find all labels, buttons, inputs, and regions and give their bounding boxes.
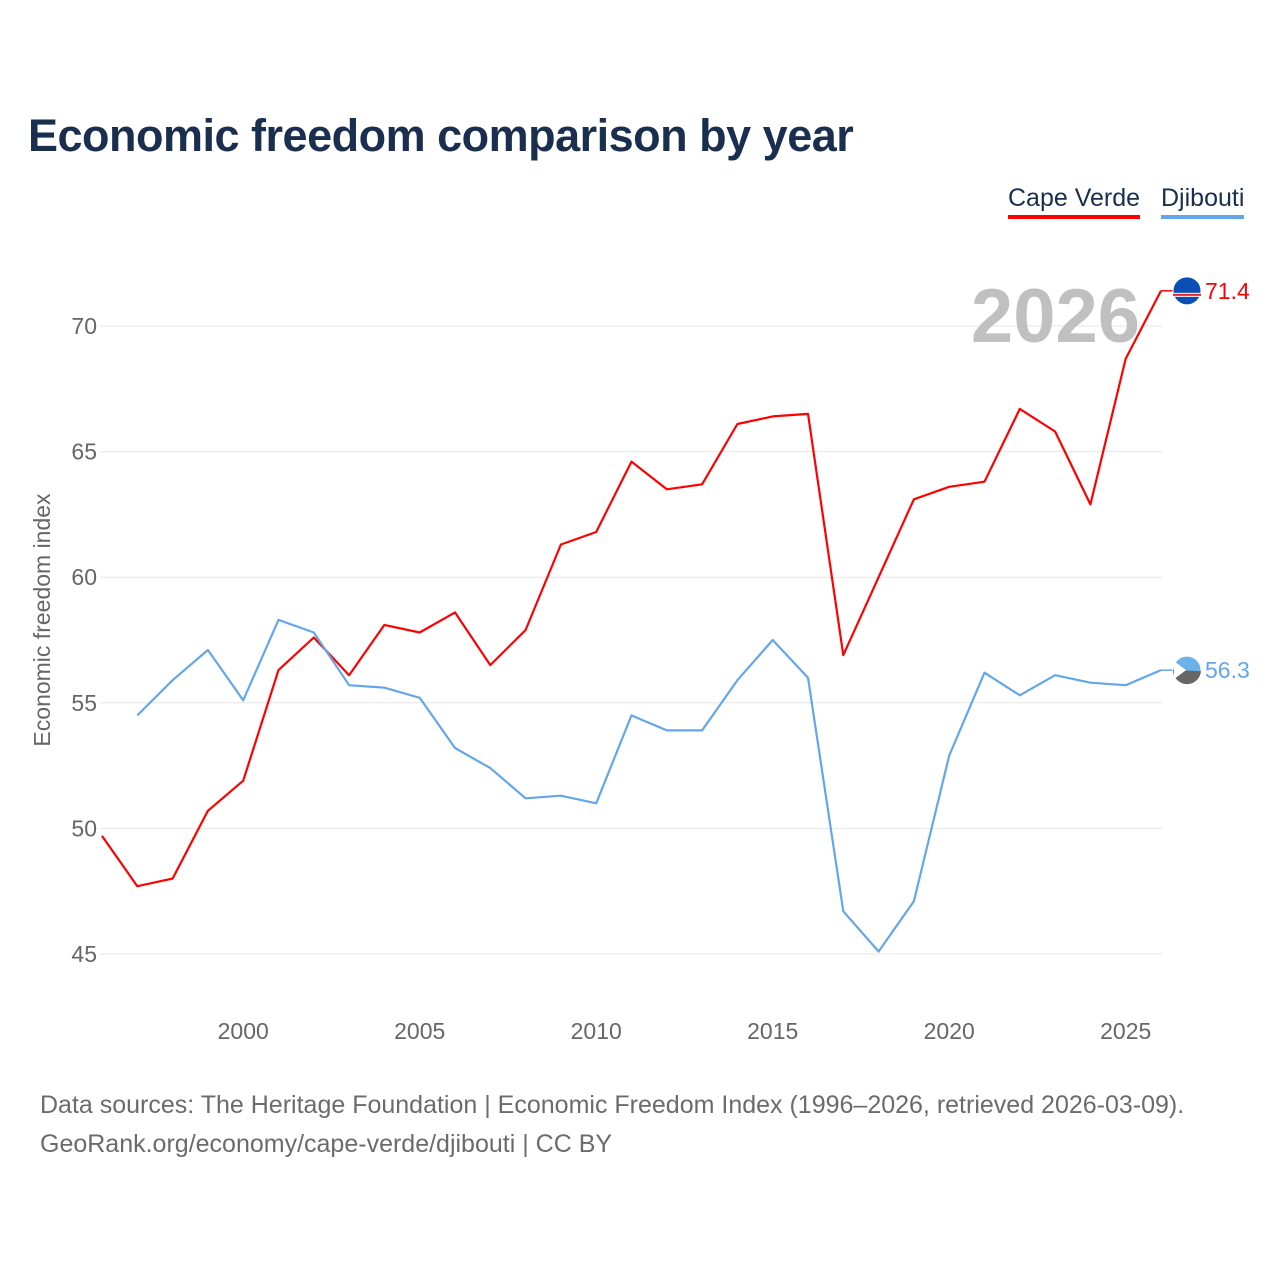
legend-djibouti[interactable]: Djibouti: [1161, 184, 1245, 219]
y-tick-label: 60: [71, 564, 97, 590]
y-axis-label: Economic freedom index: [29, 493, 55, 747]
footer-sources: Data sources: The Heritage Foundation | …: [40, 1091, 1185, 1119]
y-tick-label: 50: [71, 815, 97, 841]
x-tick-label: 2005: [394, 1018, 445, 1044]
x-tick-label: 2025: [1100, 1018, 1151, 1044]
x-tick-label: 2000: [218, 1018, 269, 1044]
footer: Data sources: The Heritage Foundation | …: [40, 1086, 1184, 1164]
end-value-label: 71.4: [1205, 278, 1250, 304]
x-tick-label: 2020: [924, 1018, 975, 1044]
y-tick-label: 55: [71, 690, 97, 716]
y-tick-label: 45: [71, 941, 97, 967]
chart-title: Economic freedom comparison by year: [28, 110, 854, 161]
series-line-djibouti: [136, 618, 1162, 953]
year-watermark: 2026: [971, 274, 1140, 359]
end-value-label: 56.3: [1205, 657, 1250, 683]
legend-cape-verde[interactable]: Cape Verde: [1008, 184, 1141, 219]
footer-attribution[interactable]: GeoRank.org/economy/cape-verde/djibouti …: [40, 1130, 613, 1158]
y-tick-label: 65: [71, 439, 97, 465]
series-line-cape-verde: [101, 290, 1162, 888]
y-tick-label: 70: [71, 313, 97, 339]
cape-verde-flag-icon: [1172, 276, 1202, 306]
flag-stripe: [1173, 293, 1201, 296]
x-tick-label: 2010: [571, 1018, 622, 1044]
flag-triangle: [1174, 661, 1186, 680]
x-tick-label: 2015: [747, 1018, 798, 1044]
